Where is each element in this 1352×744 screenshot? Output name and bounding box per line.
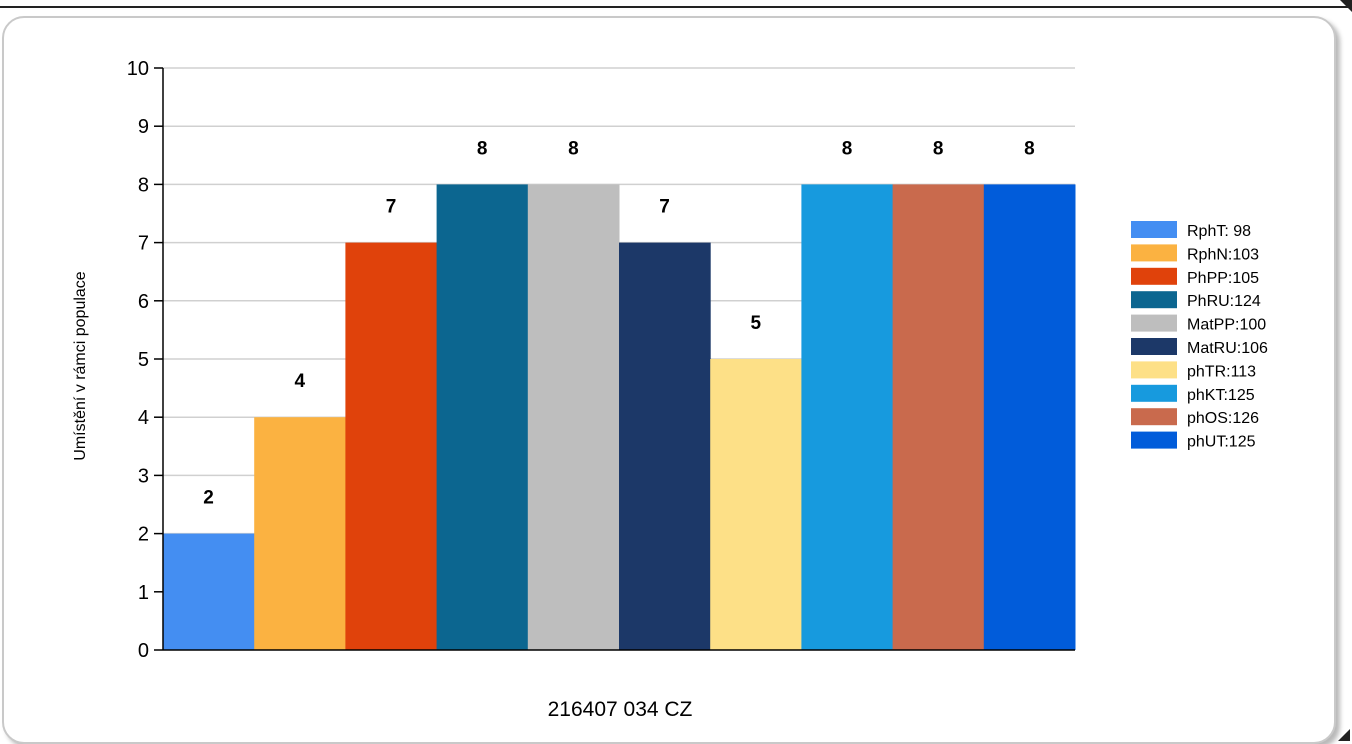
y-tick-label: 0 <box>138 640 149 662</box>
legend-swatch <box>1131 431 1177 449</box>
legend-swatch <box>1131 408 1177 426</box>
y-tick-label: 9 <box>138 116 149 138</box>
legend-label: phTR:113 <box>1187 363 1256 380</box>
legend: RphT: 98 RphN:103 PhPP:105 PhRU:124 MatPP:10… <box>1131 221 1268 451</box>
legend-swatch <box>1131 244 1177 262</box>
bar-value-label: 8 <box>477 138 488 159</box>
legend-label: phKT:125 <box>1187 387 1255 404</box>
legend-label: phUT:125 <box>1187 434 1256 451</box>
y-tick-label: 6 <box>138 291 149 313</box>
bar <box>619 242 711 650</box>
value-labels: 2 4 7 8 8 7 5 8 8 8 <box>203 138 1034 508</box>
legend-label: RphT: 98 <box>1187 223 1251 240</box>
bar-value-label: 8 <box>842 138 853 159</box>
legend-label: MatPP:100 <box>1187 317 1266 334</box>
legend-label: PhPP:105 <box>1187 270 1259 287</box>
legend-label: RphN:103 <box>1187 246 1259 263</box>
bar <box>892 184 985 650</box>
bar <box>801 184 894 650</box>
bar <box>983 184 1076 650</box>
bar-value-label: 2 <box>203 488 214 509</box>
legend-swatch <box>1131 338 1177 355</box>
y-tick-label: 10 <box>127 58 149 80</box>
bar <box>163 533 255 650</box>
legend-swatch <box>1131 314 1177 332</box>
corner-marker-bottom-right <box>1338 729 1350 741</box>
legend-swatch <box>1131 384 1177 402</box>
bar-value-label: 8 <box>933 138 944 159</box>
y-tick-label: 3 <box>138 465 149 487</box>
y-tick-label: 1 <box>138 582 149 604</box>
legend-label: PhRU:124 <box>1187 293 1261 310</box>
y-tick-label: 2 <box>138 524 149 546</box>
legend-label: MatRU:106 <box>1187 340 1268 357</box>
y-tick-label: 7 <box>138 233 149 255</box>
x-axis-title: 216407 034 CZ <box>548 698 693 721</box>
legend-swatch <box>1131 221 1177 238</box>
y-tick-label: 5 <box>138 349 149 371</box>
bar-value-label: 7 <box>659 197 670 218</box>
y-tick-label: 4 <box>138 407 149 429</box>
bar-value-label: 8 <box>568 138 579 159</box>
legend-swatch <box>1131 291 1177 309</box>
bars <box>163 184 1076 650</box>
top-rule <box>0 6 1352 8</box>
bar <box>254 417 346 650</box>
legend-swatch <box>1131 361 1177 379</box>
y-tick-label: 8 <box>138 174 149 196</box>
bar <box>527 184 620 650</box>
bar <box>436 184 529 650</box>
legend-label: phOS:126 <box>1187 410 1259 427</box>
bar <box>710 359 802 650</box>
bar-value-label: 8 <box>1024 138 1035 159</box>
bar <box>345 242 438 650</box>
axes: 0 1 2 3 4 5 6 7 8 9 10 <box>127 58 1075 662</box>
legend-swatch <box>1131 267 1177 285</box>
bar-value-label: 4 <box>295 371 306 392</box>
corner-marker-top-right <box>1340 0 1352 12</box>
bar-value-label: 7 <box>386 197 397 218</box>
bar-value-label: 5 <box>751 313 762 334</box>
y-axis-title: Umístění v rámci populace <box>72 271 89 461</box>
